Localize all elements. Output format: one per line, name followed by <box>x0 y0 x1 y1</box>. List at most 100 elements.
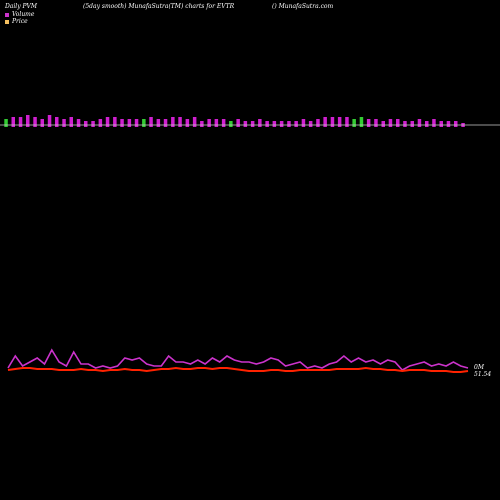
volume-bar-tick <box>142 125 146 127</box>
volume-bar <box>142 119 146 125</box>
volume-bar-tick <box>337 125 342 127</box>
volume-bar <box>200 121 204 125</box>
volume-bar-tick <box>221 125 226 127</box>
volume-bar-tick <box>171 125 175 127</box>
volume-bar-tick <box>156 125 161 127</box>
volume-bar <box>221 119 226 125</box>
volume-bar <box>229 121 233 125</box>
volume-bar <box>301 119 306 125</box>
volume-bar <box>345 117 349 125</box>
volume-bar-tick <box>316 125 320 127</box>
volume-bar <box>40 119 44 125</box>
volume-bar <box>432 119 436 125</box>
volume-bar-tick <box>359 125 364 127</box>
volume-bar-tick <box>98 125 103 127</box>
volume-bar <box>258 119 262 125</box>
volume-bar <box>18 117 23 125</box>
volume-bar-tick <box>84 125 88 127</box>
volume-bar <box>84 121 88 125</box>
volume-bar <box>381 121 385 125</box>
volume-bar <box>417 119 422 125</box>
volume-bar <box>156 119 161 125</box>
volume-bar-tick <box>330 125 335 127</box>
volume-bar-tick <box>345 125 349 127</box>
volume-bar <box>287 121 291 125</box>
volume-swatch <box>5 12 9 17</box>
price-line <box>7 366 469 373</box>
legend-volume: Volume <box>5 11 34 18</box>
volume-bar-tick <box>4 125 8 127</box>
volume-bar-tick <box>229 125 233 127</box>
volume-bar <box>359 117 364 125</box>
volume-bar-tick <box>272 125 277 127</box>
volume-bar <box>396 119 400 125</box>
volume-bar-tick <box>287 125 291 127</box>
volume-bar <box>403 121 407 125</box>
volume-bar-tick <box>18 125 23 127</box>
volume-bar <box>76 119 81 125</box>
volume-bar <box>207 119 211 125</box>
volume-bar-tick <box>178 125 182 127</box>
volume-bar <box>185 119 190 125</box>
price-swatch <box>5 19 9 24</box>
volume-bar-tick <box>403 125 407 127</box>
volume-bar <box>113 117 117 125</box>
volume-bar-tick <box>91 125 95 127</box>
volume-bar <box>374 119 378 125</box>
volume-bar <box>26 115 30 125</box>
volume-bar <box>250 121 255 125</box>
header-right: () MunafaSutra.com <box>272 3 334 10</box>
volume-bar <box>171 117 175 125</box>
volume-bar <box>388 119 393 125</box>
volume-bar-tick <box>236 125 240 127</box>
volume-bar-tick <box>294 125 298 127</box>
volume-bar-tick <box>105 125 110 127</box>
volume-bar <box>62 119 66 125</box>
volume-bar-tick <box>69 125 73 127</box>
volume-bar <box>265 121 269 125</box>
volume-bar-tick <box>432 125 436 127</box>
volume-bar <box>454 121 458 125</box>
legend-price: Price <box>5 18 28 25</box>
volume-bar-tick <box>417 125 422 127</box>
volume-bar-tick <box>461 125 465 127</box>
volume-bar <box>105 117 110 125</box>
volume-bar-tick <box>250 125 255 127</box>
volume-bar <box>91 121 95 125</box>
volume-bar <box>446 121 451 125</box>
volume-bar-tick <box>47 125 52 127</box>
volume-bar-tick <box>200 125 204 127</box>
volume-bar <box>163 119 168 125</box>
volume-bar <box>69 117 73 125</box>
volume-bar <box>323 117 327 125</box>
volume-bar-tick <box>301 125 306 127</box>
volume-bar-tick <box>258 125 262 127</box>
volume-bar-tick <box>62 125 66 127</box>
volume-bar-tick <box>439 125 443 127</box>
volume-bar <box>178 117 182 125</box>
volume-bar <box>308 121 313 125</box>
volume-bar <box>279 121 284 125</box>
volume-bars <box>4 115 465 127</box>
volume-bar-tick <box>207 125 211 127</box>
volume-bar-tick <box>425 125 429 127</box>
volume-bar-tick <box>454 125 458 127</box>
volume-bar <box>425 121 429 125</box>
volume-bar-tick <box>113 125 117 127</box>
volume-bar <box>134 119 139 125</box>
volume-bar-tick <box>134 125 139 127</box>
line-series <box>7 348 469 373</box>
volume-bar-tick <box>120 125 124 127</box>
volume-bar <box>410 121 414 125</box>
price-end-label: 51.54 <box>474 371 491 378</box>
volume-bar-tick <box>76 125 81 127</box>
volume-bar <box>337 117 342 125</box>
volume-bar-tick <box>243 125 248 127</box>
volume-bar <box>461 123 465 125</box>
volume-bar-tick <box>26 125 30 127</box>
volume-bar <box>330 117 335 125</box>
chart-title: (5day smooth) MunafaSutra(TM) charts for… <box>83 3 235 10</box>
volume-bar <box>366 119 371 125</box>
volume-bar <box>236 119 240 125</box>
